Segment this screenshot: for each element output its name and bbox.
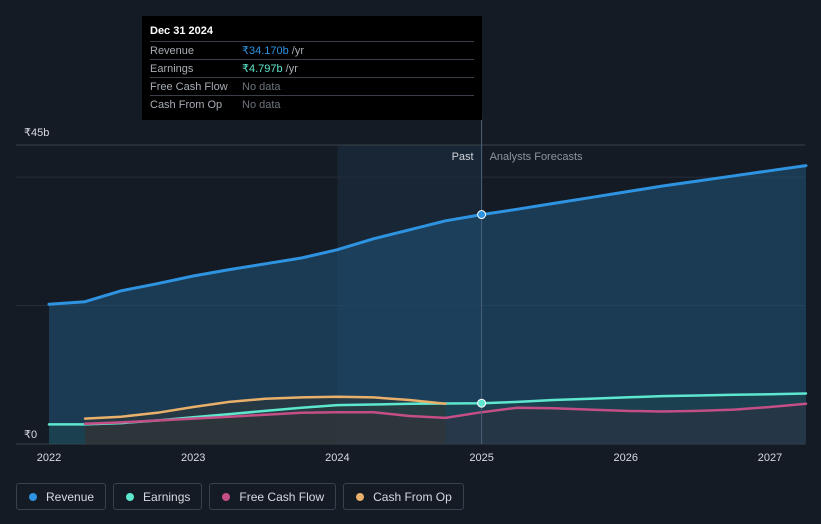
x-axis-ticks: 2022 2023 2024 2025 2026 2027 [37,452,782,464]
past-label: Past [452,151,474,163]
y-tick-zero: ₹0 [24,429,37,441]
series-area-revenue [49,165,806,444]
tooltip-row-cash-from-op: Cash From Op No data [150,95,474,113]
tooltip: Dec 31 2024 Revenue ₹34.170b /yr Earning… [142,16,482,120]
tooltip-label: Revenue [150,44,195,57]
legend-label: Earnings [143,489,191,504]
tooltip-value: ₹34.170b [242,45,289,57]
tooltip-label: Earnings [150,62,194,75]
y-tick-top: ₹45b [24,127,49,139]
series-area-cash-from-op [85,396,446,444]
legend-item-earnings[interactable]: Earnings [113,483,203,510]
x-tick-label: 2022 [37,452,61,464]
series-areas [49,165,806,444]
series-lines [47,164,808,426]
x-tick-label: 2027 [758,452,782,464]
legend: Revenue Earnings Free Cash Flow Cash Fro… [16,483,464,510]
revenue-dot-icon [29,492,37,501]
series-line-revenue [47,164,808,306]
x-tick-label: 2024 [325,452,349,464]
x-tick-label: 2026 [614,452,638,464]
free-cash-flow-dot-icon [222,492,231,501]
x-tick-label: 2023 [181,452,205,464]
tooltip-label: Free Cash Flow [150,80,228,93]
tooltip-value: No data [242,80,281,93]
tooltip-label: Cash From Op [150,98,223,111]
tooltip-row-free-cash-flow: Free Cash Flow No data [150,77,474,95]
highlight-markers [477,210,487,408]
legend-item-free-cash-flow[interactable]: Free Cash Flow [209,483,337,510]
legend-item-cash-from-op[interactable]: Cash From Op [343,483,464,510]
tooltip-date: Dec 31 2024 [150,25,213,37]
legend-label: Revenue [46,489,95,504]
tooltip-unit: /yr [291,44,304,57]
forecast-label: Analysts Forecasts [490,151,583,163]
x-tick-label: 2025 [469,452,493,464]
series-area-earnings [49,393,806,444]
legend-item-revenue[interactable]: Revenue [16,483,107,510]
tooltip-row-revenue: Revenue ₹34.170b /yr [150,41,474,59]
tooltip-unit: /yr [285,62,298,75]
series-line-cash-from-op [83,395,447,420]
tooltip-value: ₹4.797b [242,63,283,75]
tooltip-row-earnings: Earnings ₹4.797b /yr [150,59,474,77]
highlight-marker-revenue [477,210,487,220]
series-area-free-cash-flow [85,403,806,444]
legend-label: Cash From Op [373,489,452,504]
earnings-dot-icon [126,492,135,501]
highlight-marker-earnings [477,398,487,408]
legend-label: Free Cash Flow [239,489,325,504]
cash-from-op-dot-icon [356,492,365,501]
tooltip-value: No data [242,98,281,111]
series-line-free-cash-flow [83,402,808,425]
